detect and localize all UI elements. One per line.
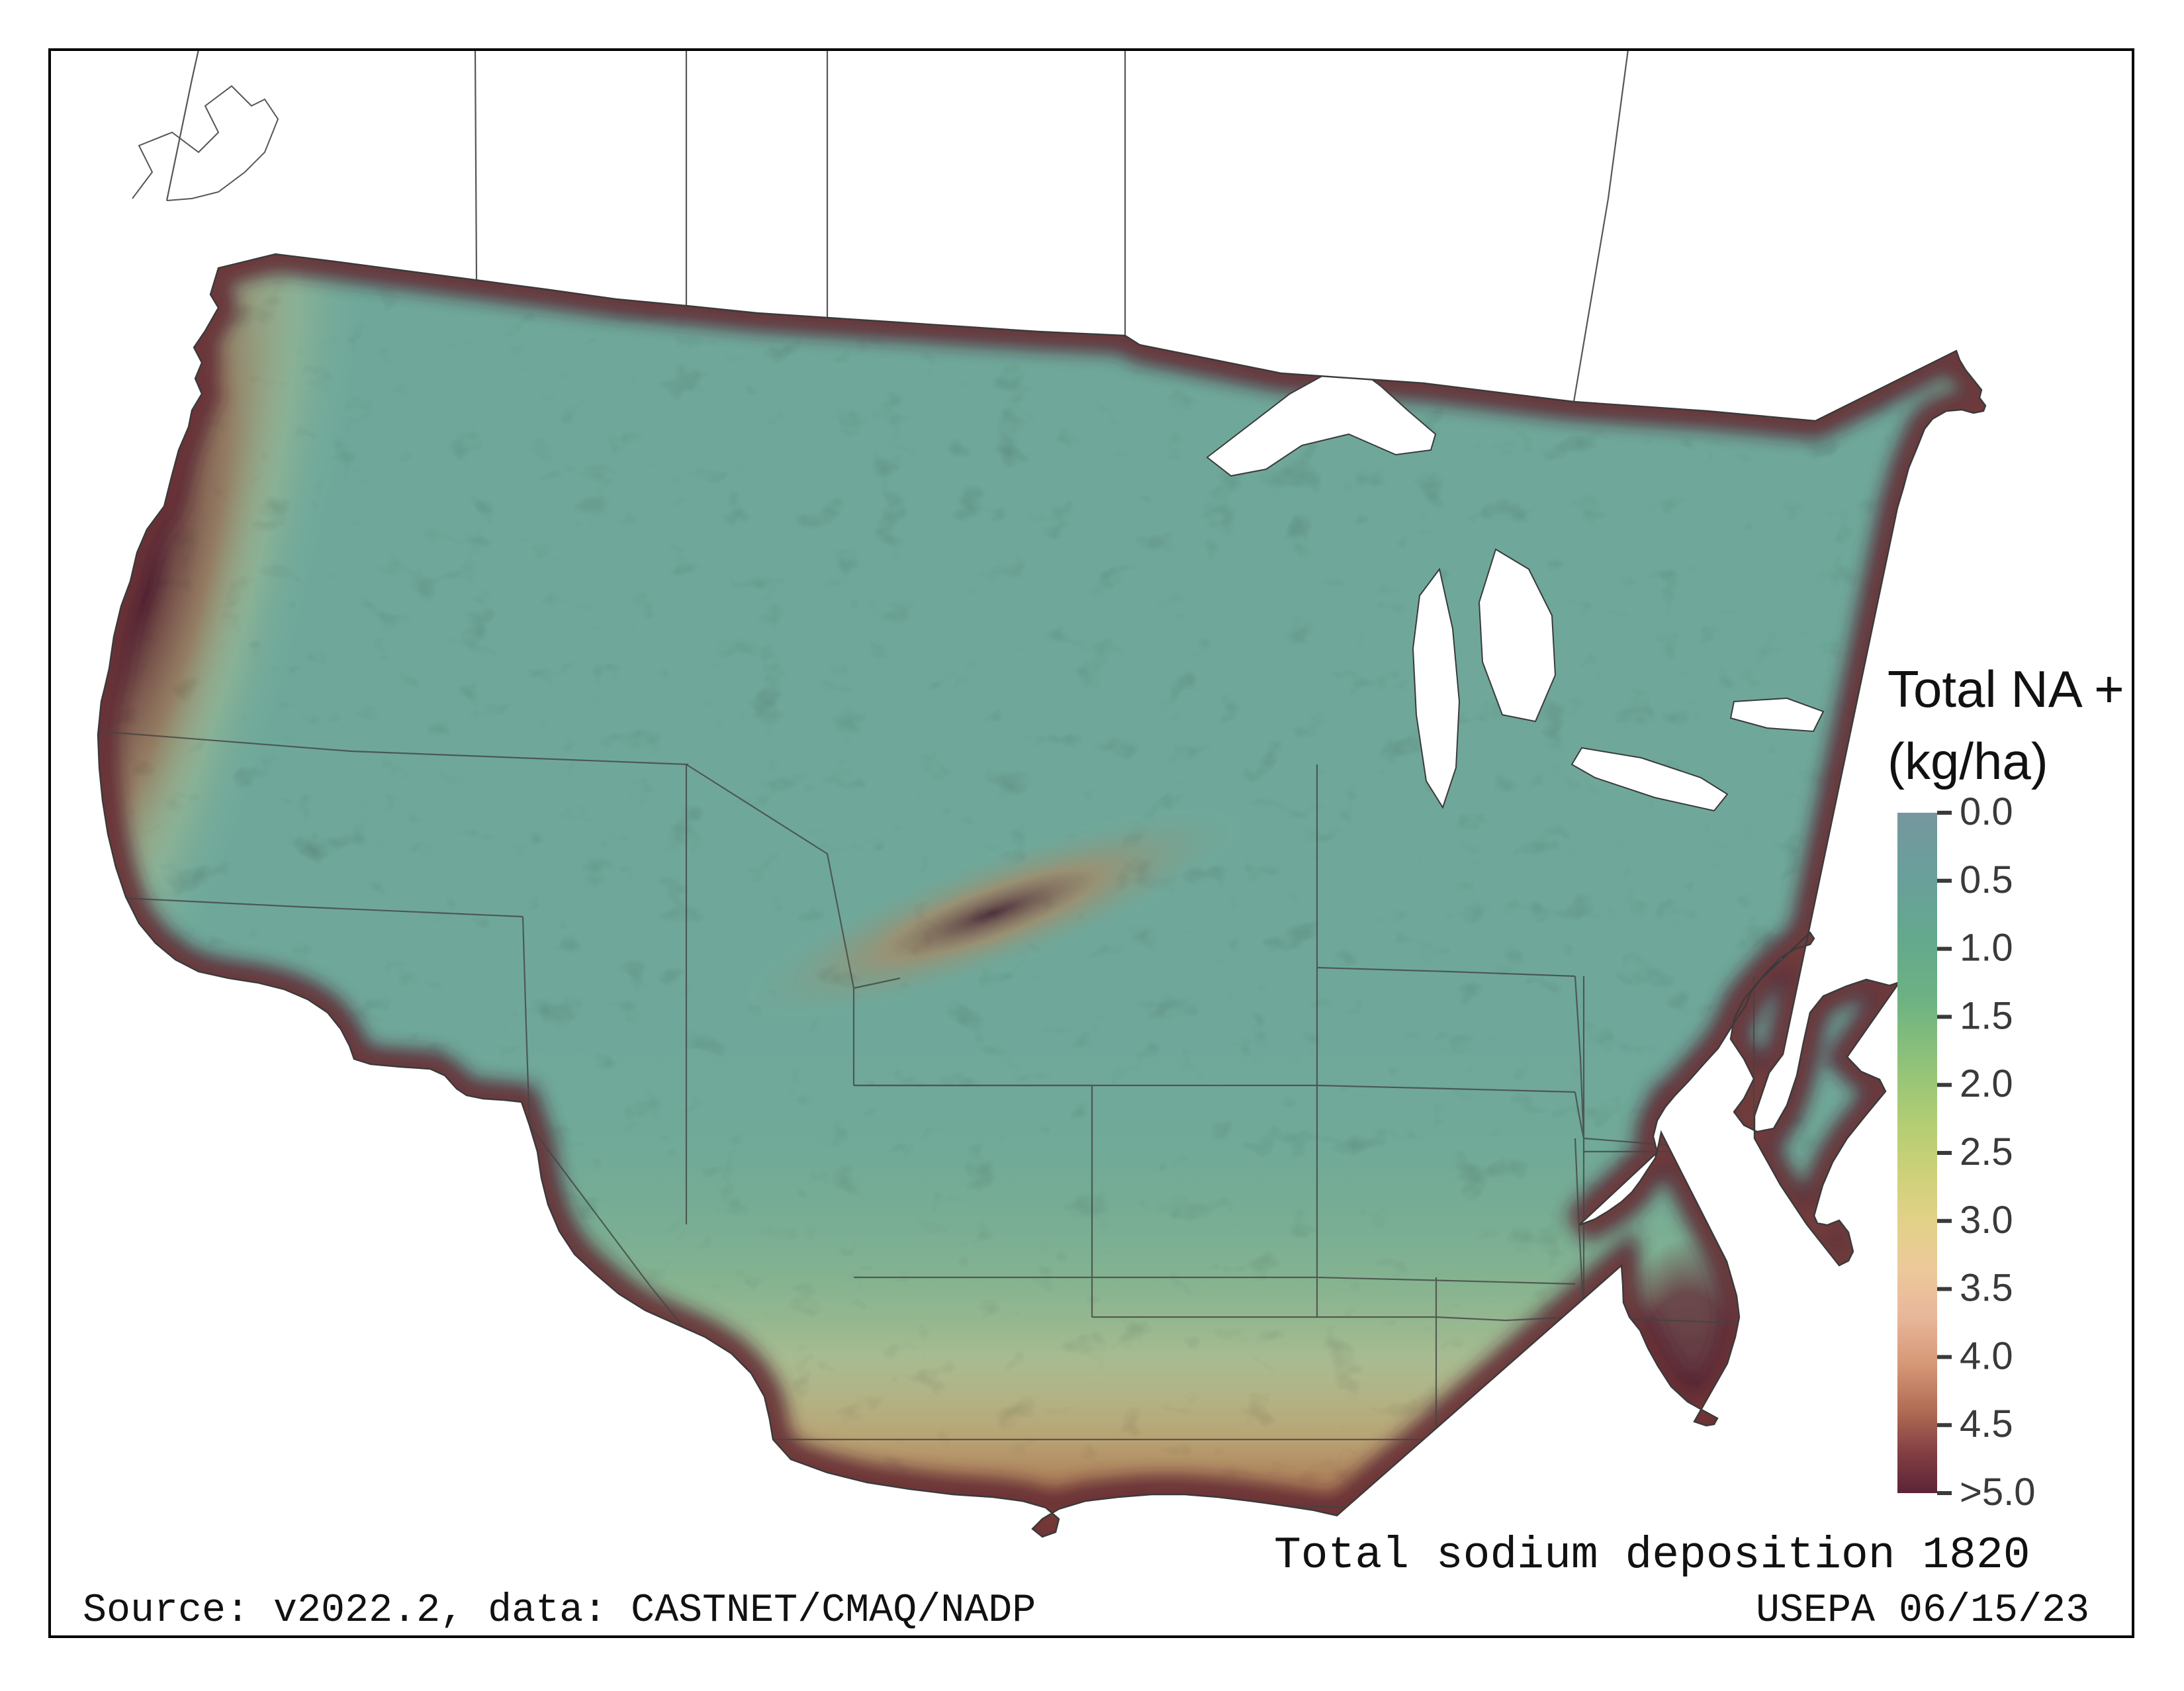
svg-text:2.5: 2.5	[1960, 1130, 2013, 1173]
svg-text:(kg/ha): (kg/ha)	[1888, 732, 2048, 790]
svg-text:2.0: 2.0	[1960, 1062, 2013, 1105]
svg-text:0.0: 0.0	[1960, 790, 2013, 833]
svg-text:Source: v2022.2, data: CASTNET: Source: v2022.2, data: CASTNET/CMAQ/NADP	[83, 1588, 1036, 1633]
svg-text:>5.0: >5.0	[1960, 1471, 2036, 1514]
svg-text:USEPA 06/15/23: USEPA 06/15/23	[1756, 1588, 2089, 1633]
svg-text:Total NA +: Total NA +	[1888, 660, 2124, 718]
svg-text:3.0: 3.0	[1960, 1199, 2013, 1242]
svg-text:1.5: 1.5	[1960, 994, 2013, 1037]
svg-text:4.5: 4.5	[1960, 1402, 2013, 1445]
svg-text:4.0: 4.0	[1960, 1334, 2013, 1377]
svg-text:3.5: 3.5	[1960, 1267, 2013, 1310]
svg-text:Total sodium deposition 1820: Total sodium deposition 1820	[1274, 1530, 2030, 1581]
svg-text:0.5: 0.5	[1960, 858, 2013, 901]
svg-text:1.0: 1.0	[1960, 927, 2013, 970]
